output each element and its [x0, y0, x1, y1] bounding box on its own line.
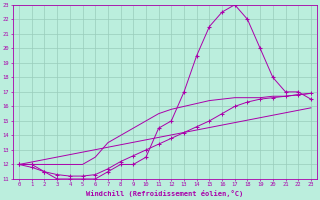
X-axis label: Windchill (Refroidissement éolien,°C): Windchill (Refroidissement éolien,°C)	[86, 190, 244, 197]
